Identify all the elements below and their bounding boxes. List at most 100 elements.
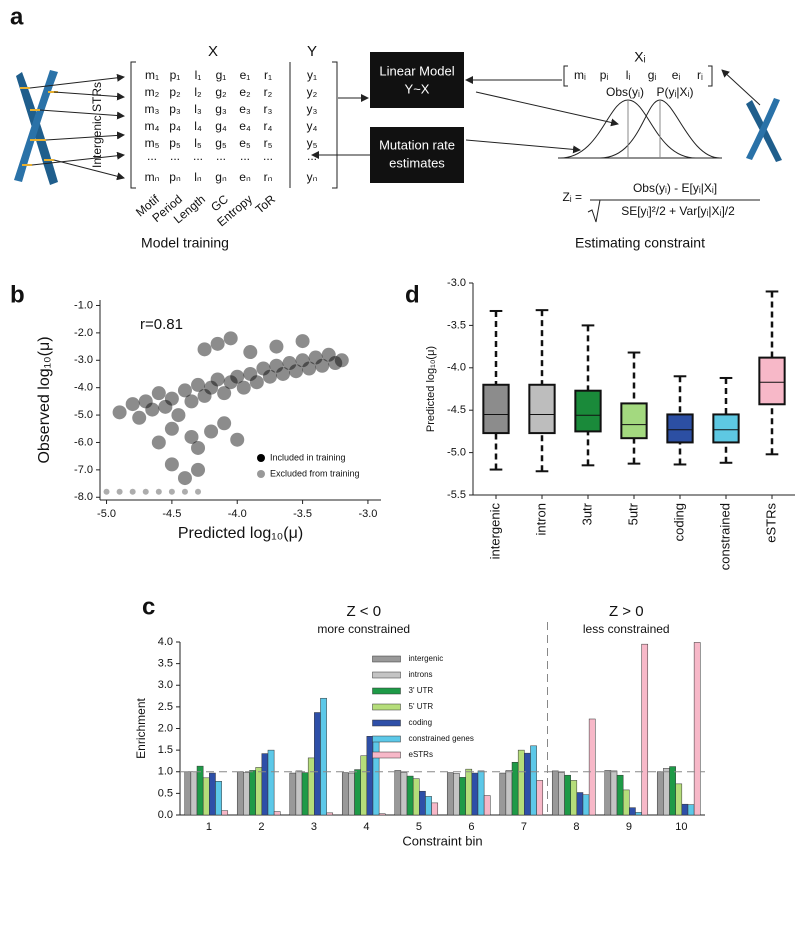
- bar: [406, 775, 414, 816]
- bar: [551, 770, 559, 816]
- point: [191, 377, 206, 392]
- y-label: Enrichment: [134, 697, 148, 758]
- point: [334, 353, 349, 368]
- point: [243, 366, 258, 381]
- point: [151, 386, 166, 401]
- point: [184, 394, 199, 409]
- matrix-cell: r₁: [264, 68, 272, 82]
- point: [210, 372, 225, 387]
- point: [158, 399, 173, 414]
- annotation: less constrained: [583, 622, 670, 636]
- legend-label: eSTRs: [409, 750, 433, 759]
- box-text: Linear Model: [379, 63, 454, 78]
- bar: [378, 813, 386, 816]
- point: [129, 488, 136, 495]
- point: [145, 402, 160, 417]
- x-tick-label: 5: [416, 821, 422, 833]
- bar: [267, 749, 275, 816]
- bar: [505, 770, 513, 816]
- matrix-cell: yₙ: [307, 170, 318, 184]
- legend-label: intergenic: [409, 654, 444, 663]
- y-tick-label: -4.0: [74, 382, 93, 394]
- bar: [681, 803, 689, 816]
- matrix-cell: ...: [170, 149, 180, 163]
- y-tick-label: 2.0: [158, 722, 173, 734]
- bar: [582, 794, 590, 816]
- z-lhs: Zᵢ =: [562, 190, 582, 204]
- point: [289, 364, 304, 379]
- box-text: Mutation rate: [379, 137, 455, 152]
- bar: [564, 774, 571, 816]
- legend-swatch: [372, 655, 401, 663]
- x-tick-label: eSTRs: [763, 503, 778, 543]
- x-label: Predicted log₁₀(μ): [178, 525, 303, 542]
- point: [197, 388, 212, 403]
- bar: [483, 795, 491, 816]
- point: [249, 375, 264, 390]
- point: [116, 488, 123, 495]
- x-tick-label: 9: [626, 821, 632, 833]
- bar: [289, 772, 297, 816]
- box: [758, 356, 786, 406]
- matrix-cell: ...: [193, 149, 203, 163]
- bar: [314, 712, 321, 816]
- point: [243, 345, 258, 360]
- point: [295, 353, 310, 368]
- matrix-cell: y₁: [307, 68, 317, 82]
- bar: [261, 753, 269, 816]
- bar: [477, 770, 485, 816]
- bar: [243, 772, 250, 816]
- annotation: r=0.81: [140, 316, 183, 333]
- point: [223, 375, 238, 390]
- matrix-cell: p₂: [169, 85, 181, 99]
- bar: [687, 804, 695, 816]
- bar: [576, 792, 584, 816]
- matrix-cell: ...: [307, 149, 317, 163]
- bar: [249, 770, 256, 816]
- str-lines: [29, 73, 125, 181]
- x-tick-label: -5.0: [97, 508, 116, 520]
- bar: [301, 772, 309, 816]
- bar: [372, 736, 380, 816]
- bar: [366, 736, 374, 816]
- caption: Estimating constraint: [575, 235, 705, 251]
- x-tick-label: 2: [258, 821, 264, 833]
- point: [177, 471, 192, 486]
- legend-swatch: [257, 454, 265, 462]
- x-tick-label: intron: [533, 503, 548, 536]
- y-tick-label: -3.0: [447, 277, 466, 289]
- x-tick-label: 7: [521, 821, 527, 833]
- bar: [517, 749, 525, 816]
- bar: [307, 757, 315, 816]
- legend-swatch: [372, 703, 401, 711]
- bar: [425, 796, 432, 816]
- point: [155, 488, 162, 495]
- chromosome-left: [14, 70, 58, 185]
- panel-label: c: [142, 593, 155, 620]
- bar: [511, 761, 519, 816]
- point: [275, 366, 290, 381]
- x-tick-label: -4.5: [162, 508, 181, 520]
- y-tick-label: 1.5: [158, 744, 173, 756]
- matrix-cell: l₅: [194, 136, 202, 150]
- matrix-cell: y₃: [307, 102, 318, 116]
- xi-cell: lᵢ: [626, 68, 631, 82]
- bar: [629, 807, 636, 816]
- bar: [693, 642, 701, 816]
- matrix-cell: m₁: [145, 68, 159, 82]
- xi-header: Xᵢ: [634, 49, 646, 65]
- y-tick-label: 3.5: [158, 658, 173, 670]
- bar: [190, 771, 198, 816]
- point: [217, 386, 232, 401]
- y-tick-label: -1.0: [74, 299, 93, 311]
- y-tick-label: 2.5: [158, 701, 173, 713]
- bar: [354, 769, 361, 816]
- point: [184, 429, 199, 444]
- point: [164, 457, 179, 472]
- bar: [236, 771, 244, 816]
- point: [302, 361, 317, 376]
- matrix-cell: l₄: [194, 119, 202, 133]
- bar: [196, 765, 204, 816]
- bar: [295, 770, 303, 816]
- point: [315, 358, 330, 373]
